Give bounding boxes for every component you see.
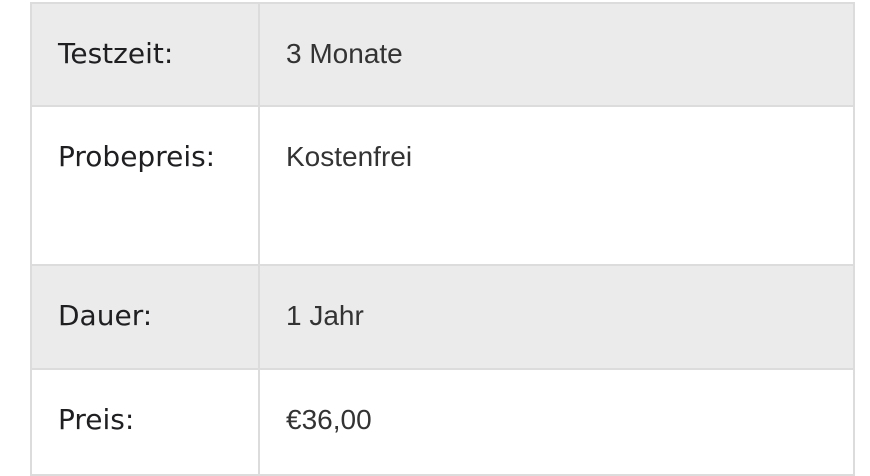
table-row: Probepreis: Kostenfrei (30, 105, 855, 266)
row-label: Probepreis: (30, 105, 260, 266)
row-label: Testzeit: (30, 2, 260, 107)
table-row: Preis: €36,00 (30, 368, 855, 476)
row-label: Preis: (30, 368, 260, 476)
row-label: Dauer: (30, 264, 260, 370)
table-row: Dauer: 1 Jahr (30, 264, 855, 370)
table-row: Testzeit: 3 Monate (30, 2, 855, 107)
row-value: €36,00 (258, 368, 855, 476)
row-value: Kostenfrei (258, 105, 855, 266)
row-value: 1 Jahr (258, 264, 855, 370)
row-value: 3 Monate (258, 2, 855, 107)
details-table: Testzeit: 3 Monate Probepreis: Kostenfrei … (30, 2, 855, 476)
